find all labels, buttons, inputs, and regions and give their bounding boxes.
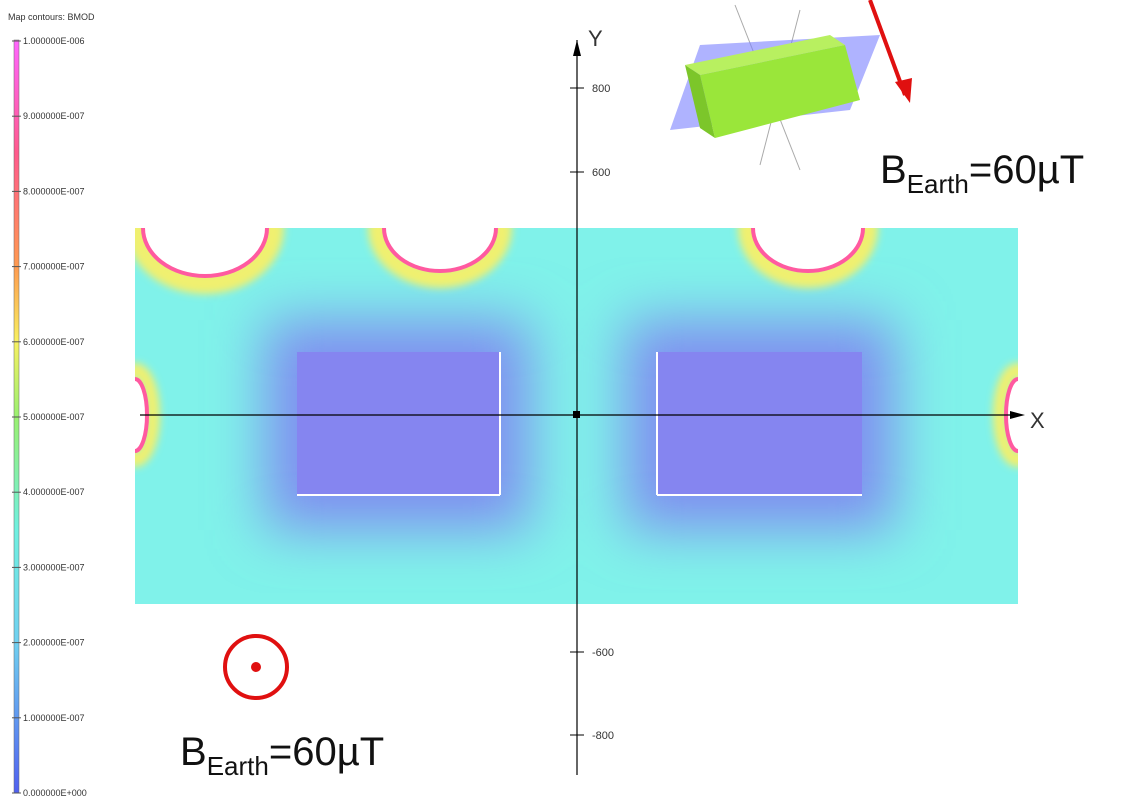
color-tick-label: 2.000000E-007 — [23, 638, 85, 648]
color-tick-label: 4.000000E-007 — [23, 487, 85, 497]
y-arrow — [573, 40, 581, 56]
color-tick-label: 1.000000E-006 — [23, 36, 85, 46]
field-dot — [251, 662, 261, 672]
x-axis-label: X — [1030, 408, 1045, 433]
y-tick-label: -600 — [592, 647, 614, 659]
color-tick-label: 1.000000E-007 — [23, 713, 85, 723]
color-bar-ticks: 1.000000E-006 9.000000E-007 8.000000E-007 7… — [12, 36, 87, 798]
color-tick-label: 5.000000E-007 — [23, 412, 85, 422]
color-tick-label: 7.000000E-007 — [23, 262, 85, 272]
color-tick-label: 3.000000E-007 — [23, 562, 85, 572]
annotation: BEarth=60µT — [180, 730, 384, 781]
y-tick-label: -800 — [592, 730, 614, 742]
color-tick-label: 6.000000E-007 — [23, 337, 85, 347]
magnet-figure — [670, 0, 912, 170]
color-tick-label: 8.000000E-007 — [23, 186, 85, 196]
annotation: BEarth=60µT — [880, 148, 1084, 199]
y-tick-label: 800 — [592, 83, 610, 95]
legend-title: Map contours: BMOD — [8, 12, 95, 22]
color-tick-label: 9.000000E-007 — [23, 111, 85, 121]
y-tick-label: 600 — [592, 167, 610, 179]
color-tick-label: 0.000000E+000 — [23, 788, 87, 798]
y-axis-label: Y — [588, 26, 603, 51]
screenshot: Map contours: BMOD 1.000000E-006 9.000000… — [0, 0, 1146, 805]
origin — [573, 411, 580, 418]
